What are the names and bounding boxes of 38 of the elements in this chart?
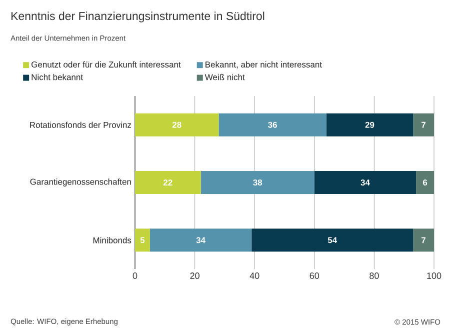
bar <box>135 228 150 252</box>
data-label: 36 <box>268 122 277 128</box>
bar <box>252 228 414 252</box>
legend-label: Nicht bekannt <box>32 74 83 80</box>
data-label: 34 <box>360 179 370 186</box>
y-tick-label: Rotationsfonds der Provinz <box>30 122 132 128</box>
y-tick-label: Minibonds <box>93 237 132 244</box>
bar <box>150 228 252 252</box>
x-tick-label: 0 <box>132 272 138 279</box>
y-tick-label: Garantiegenossenschaften <box>30 178 131 186</box>
data-label: 7 <box>422 237 426 244</box>
legend-label: Genutzt oder für die Zukunft interessant <box>32 61 181 68</box>
legend-label: Bekannt, aber nicht interessant <box>206 61 322 69</box>
data-label: 28 <box>172 122 182 128</box>
legend-label: Weiß nicht <box>204 74 245 80</box>
bar <box>326 113 414 136</box>
bar <box>413 228 434 252</box>
bar <box>135 171 201 194</box>
x-tick-label: 40 <box>250 272 260 279</box>
bar <box>218 113 326 136</box>
data-label: 6 <box>422 180 428 186</box>
bar <box>135 113 219 136</box>
x-tick-label: 100 <box>427 272 442 279</box>
bar <box>314 171 416 194</box>
bar <box>413 113 434 136</box>
data-label: 54 <box>328 237 338 244</box>
bar <box>416 171 434 194</box>
data-label: 38 <box>253 179 262 186</box>
data-label: 5 <box>140 237 145 244</box>
x-tick-label: 60 <box>310 272 320 279</box>
x-tick-label: 80 <box>370 272 379 279</box>
chart-title: Kenntnis der Finanzierungsinstrumente in Südtirol <box>11 12 264 22</box>
x-tick-label: 20 <box>190 272 200 279</box>
data-label: 29 <box>365 122 374 128</box>
data-label: 22 <box>163 180 172 186</box>
data-label: 34 <box>196 237 206 244</box>
bar <box>200 171 314 194</box>
data-label: 7 <box>422 122 426 128</box>
